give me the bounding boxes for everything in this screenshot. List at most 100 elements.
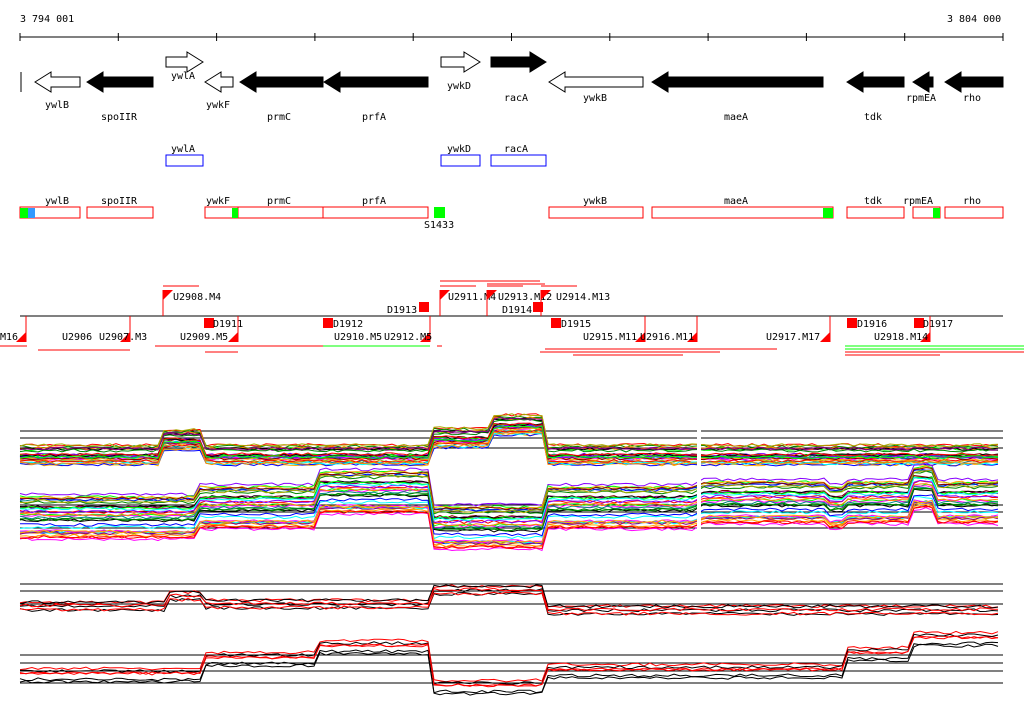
- feature-label: U2911.M4: [448, 292, 496, 303]
- gene-maeA[interactable]: maeA: [651, 71, 824, 123]
- red-gene-label: spoIIR: [101, 196, 138, 207]
- flag-icon: [163, 290, 173, 300]
- feature-label: U2912.M5: [384, 332, 432, 343]
- feature-D1912[interactable]: D1912: [323, 318, 363, 330]
- flag-icon: [228, 332, 238, 342]
- feature-D1917[interactable]: D1917: [914, 318, 953, 330]
- gene-rho[interactable]: rho: [944, 71, 1004, 104]
- flag-icon: [120, 332, 130, 342]
- gene-ywkF[interactable]: ywkF: [204, 71, 234, 111]
- gene-ywlB[interactable]: ywlB: [34, 71, 81, 111]
- feature-D1913[interactable]: D1913: [387, 302, 429, 316]
- flag-icon: [16, 332, 26, 342]
- expression-trace: [19, 413, 999, 448]
- expression-trace: [19, 479, 999, 524]
- gene-label: rpmEA: [906, 93, 936, 104]
- red-gene-label: ywkF: [206, 196, 230, 207]
- flag-icon: [635, 332, 645, 342]
- gene-spoIIR[interactable]: spoIIR: [86, 71, 154, 123]
- feature-U2911.M4[interactable]: U2911.M4: [439, 285, 496, 316]
- expression-trace: [19, 476, 999, 520]
- gene-arrow-icon: [323, 71, 429, 93]
- feature-D1916[interactable]: D1916: [847, 318, 887, 330]
- blue-gene-box[interactable]: ywkD: [440, 144, 481, 167]
- expression-trace: [20, 467, 999, 511]
- blue-gene-box[interactable]: ywlA: [165, 144, 204, 167]
- gene-rpmEA[interactable]: rpmEA: [906, 71, 936, 104]
- gene-arrow-icon: [165, 51, 204, 73]
- feature-D1915[interactable]: D1915: [551, 318, 591, 330]
- red-gene-box[interactable]: prfA: [322, 196, 429, 219]
- red-gene-label: maeA: [724, 196, 748, 207]
- marker-square: [28, 208, 35, 218]
- feature-D1911[interactable]: D1911: [204, 318, 243, 330]
- gene-prmC[interactable]: prmC: [239, 71, 324, 123]
- expression-trace: [19, 505, 999, 550]
- gene-label: tdk: [864, 112, 882, 123]
- feature-U2916.M11[interactable]: U2916.M11: [640, 316, 698, 343]
- feature-U2909.M5[interactable]: U2909.M5: [180, 316, 239, 343]
- gap: [697, 425, 701, 545]
- square-icon: [323, 318, 333, 328]
- red-gene-box[interactable]: maeA: [651, 196, 834, 219]
- feature-U2908.M4[interactable]: U2908.M4: [162, 285, 221, 316]
- red-gene-label: prfA: [362, 196, 386, 207]
- expression-trace: [19, 462, 999, 507]
- red-gene-box[interactable]: ywkB: [548, 196, 644, 219]
- expression-trace: [19, 587, 998, 612]
- feature-M16[interactable]: M16: [0, 316, 27, 343]
- red-gene-box[interactable]: rho: [944, 196, 1004, 219]
- expression-trace: [19, 418, 999, 453]
- flag-icon: [420, 332, 430, 342]
- expression-trace: [19, 470, 999, 515]
- red-gene-box[interactable]: prmC: [237, 196, 324, 219]
- flag-icon: [541, 290, 551, 300]
- feature-label: D1911: [213, 319, 243, 330]
- feature-U2912.M5[interactable]: U2912.M5: [384, 332, 432, 343]
- feature-track: M16 U2906 U2907.M3 U2908.M4 D1911 U2909.M5 D19…: [0, 280, 1024, 356]
- expression-trace: [19, 432, 999, 467]
- expression-trace: [19, 422, 999, 457]
- feature-U2907.M3[interactable]: U2907.M3: [99, 316, 147, 343]
- gene-label: racA: [504, 93, 528, 104]
- red-gene-track: ywlB spoIIR ywkF prmC prfA ywkB maeA tdk rpmEA rh…: [19, 196, 1004, 219]
- feature-U2906[interactable]: U2906: [62, 332, 92, 343]
- feature-U2918.M14[interactable]: U2918.M14: [874, 316, 931, 343]
- feature-U2917.M17[interactable]: U2917.M17: [766, 316, 831, 343]
- feature-D1914[interactable]: D1914: [502, 302, 543, 316]
- square-icon: [204, 318, 214, 328]
- expression-trace: [19, 431, 999, 466]
- expression-trace: [19, 425, 999, 460]
- gene-arrow-icon: [86, 71, 154, 93]
- blue-gene-box[interactable]: racA: [490, 144, 547, 167]
- feature-U2913.M12[interactable]: U2913.M12: [486, 285, 552, 316]
- gene-racA[interactable]: racA: [490, 51, 547, 104]
- feature-label: D1916: [857, 319, 887, 330]
- gene-ywkB[interactable]: ywkB: [548, 71, 644, 104]
- gene-arrow-icon: [944, 71, 1004, 93]
- gene-prfA[interactable]: prfA: [323, 71, 429, 123]
- gene-ywkD[interactable]: ywkD: [440, 51, 481, 92]
- expression-traces: [19, 413, 1003, 696]
- red-gene-box[interactable]: spoIIR: [86, 196, 154, 219]
- expression-trace: [19, 426, 999, 461]
- feature-label: U2907.M3: [99, 332, 147, 343]
- red-gene-label: tdk: [864, 196, 882, 207]
- feature-label: D1913: [387, 305, 417, 316]
- expression-trace: [19, 477, 999, 521]
- feature-label: U2914.M13: [556, 292, 610, 303]
- site-marker[interactable]: S1433: [424, 207, 454, 231]
- red-gene-box[interactable]: tdk: [846, 196, 905, 219]
- flag-icon: [440, 290, 450, 300]
- feature-U2910.M5[interactable]: U2910.M5: [334, 316, 431, 343]
- gene-tdk[interactable]: tdk: [846, 71, 905, 123]
- feature-label: D1914: [502, 305, 532, 316]
- red-gene-label: rpmEA: [903, 196, 933, 207]
- expression-trace: [19, 483, 999, 527]
- feature-label: U2906: [62, 332, 92, 343]
- flag-icon: [687, 332, 697, 342]
- gene-ywlA[interactable]: ywlA: [165, 51, 204, 82]
- gene-arrow-icon: [490, 51, 547, 73]
- feature-U2915.M11[interactable]: U2915.M11: [583, 316, 646, 343]
